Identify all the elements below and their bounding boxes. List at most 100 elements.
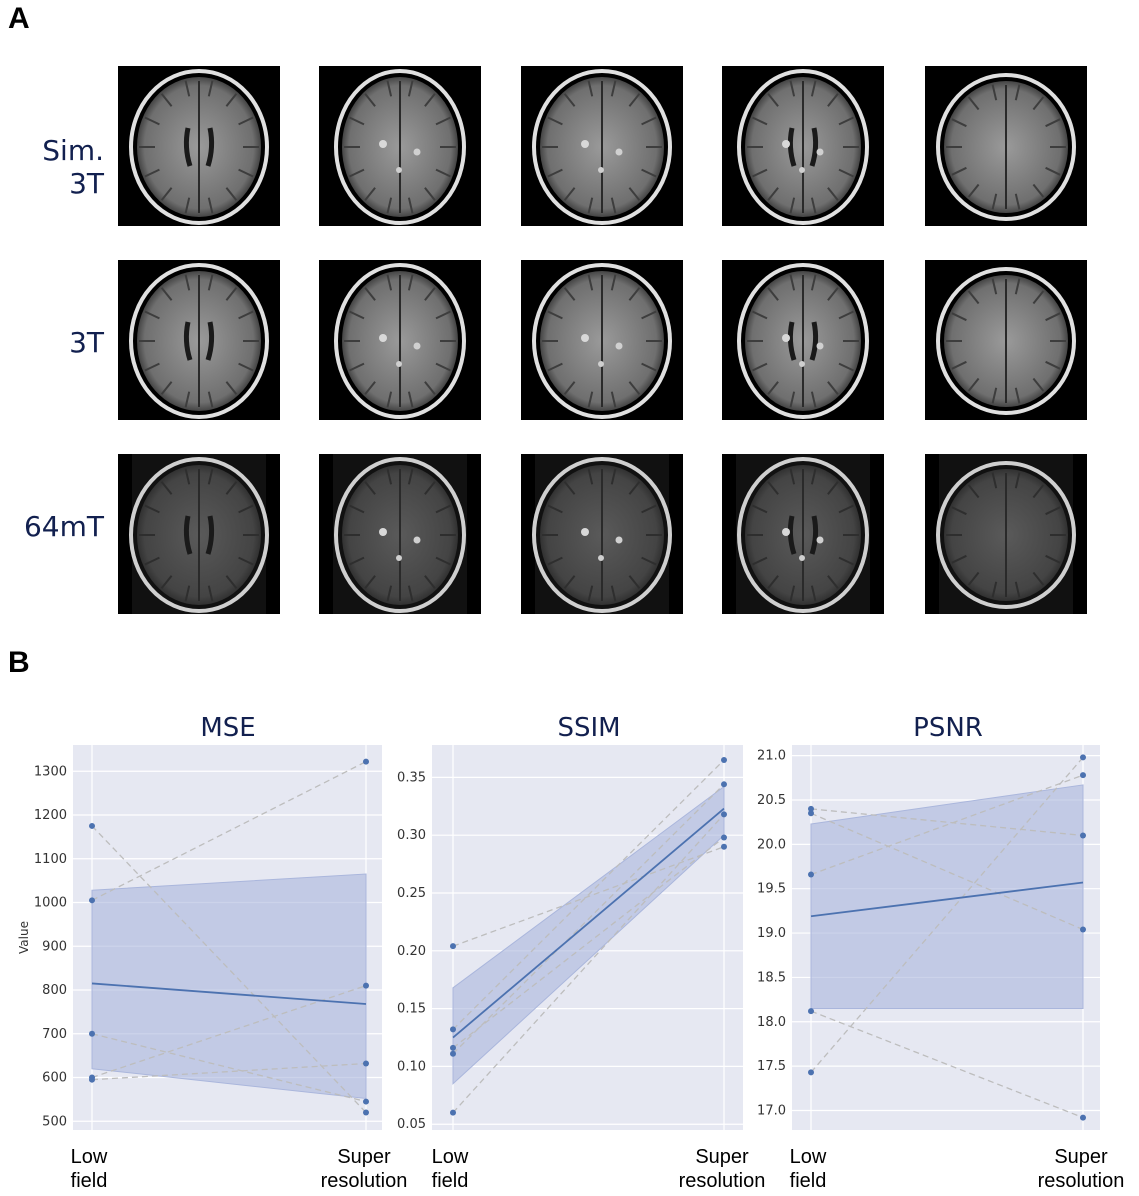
- subject-line-4: [452, 783, 725, 1055]
- point-low-field-5: [450, 1109, 456, 1116]
- panel-b-letter: B: [8, 646, 30, 679]
- y-tick-label: 700: [42, 1027, 67, 1042]
- chart-mse: 500 600 700 800 900 1000 1100 1200 1300 MSE Value L…: [0, 700, 407, 1196]
- x-category-label: Low: [790, 1146, 827, 1168]
- point-low-field-1: [450, 943, 456, 950]
- point-super-resolution-4: [363, 982, 369, 989]
- y-tick-label: 19.5: [757, 882, 786, 897]
- chart-ssim: 0.05 0.10 0.15 0.20 0.25 0.30 0.35 SSIM Low field…: [0, 700, 800, 1196]
- subject-line-3: [91, 1033, 367, 1103]
- mri-slice-64mt-2: [319, 454, 481, 614]
- y-tick-label: 18.5: [757, 970, 786, 985]
- subject-line-3: [810, 774, 1084, 876]
- subject-line-4: [810, 1010, 1084, 1119]
- point-low-field-5: [89, 1076, 95, 1083]
- point-low-field-4: [808, 1008, 814, 1015]
- x-category-label: Low: [432, 1146, 469, 1168]
- y-tick-label: 0.05: [397, 1117, 426, 1132]
- point-super-resolution-1: [1080, 832, 1086, 839]
- mean-line: [810, 881, 1084, 918]
- point-low-field-2: [450, 1026, 456, 1033]
- y-tick-label: 0.25: [397, 886, 426, 901]
- y-tick-label: 0.35: [397, 770, 426, 785]
- x-category-label: resolution: [321, 1170, 408, 1192]
- mri-slice-3t-2: [319, 260, 481, 420]
- subject-line-2: [91, 761, 367, 901]
- point-super-resolution-2: [1080, 926, 1086, 933]
- panel-a-letter: A: [8, 2, 30, 35]
- y-tick-label: 1000: [34, 896, 67, 911]
- y-tick-label: 0.30: [397, 828, 426, 843]
- subject-line-1: [810, 808, 1084, 837]
- point-super-resolution-1: [363, 1109, 369, 1116]
- point-low-field-3: [89, 1030, 95, 1037]
- chart-title: PSNR: [913, 713, 983, 743]
- point-super-resolution-3: [363, 1098, 369, 1105]
- subject-line-3: [452, 836, 725, 1049]
- subject-line-1: [91, 825, 367, 1113]
- mri-slice-64mt-5: [925, 454, 1087, 614]
- row-label-sim-3t: Sim. 3T: [42, 134, 104, 200]
- mri-slice-3t-1: [118, 260, 280, 420]
- point-super-resolution-3: [1080, 772, 1086, 779]
- point-low-field-1: [808, 805, 814, 812]
- mri-slice-sim-3t-3: [521, 66, 683, 226]
- y-tick-label: 900: [42, 939, 67, 954]
- subject-line-5: [452, 813, 725, 1114]
- x-category-label: resolution: [1038, 1170, 1125, 1192]
- y-tick-label: 800: [42, 983, 67, 998]
- y-tick-label: 21.0: [757, 749, 786, 764]
- point-super-resolution-4: [1080, 1114, 1086, 1121]
- point-low-field-2: [808, 810, 814, 817]
- point-low-field-3: [450, 1044, 456, 1051]
- point-super-resolution-3: [721, 834, 727, 841]
- row-label-3t: 3T: [69, 326, 104, 359]
- y-tick-label: 18.0: [757, 1015, 786, 1030]
- x-category-label: field: [71, 1170, 108, 1192]
- point-low-field-4: [450, 1050, 456, 1057]
- mri-slice-3t-4: [722, 260, 884, 420]
- subject-line-5: [91, 1062, 367, 1081]
- x-category-label: Super: [1054, 1146, 1108, 1168]
- mri-slice-3t-5: [925, 260, 1087, 420]
- point-low-field-3: [808, 871, 814, 878]
- confidence-band: [91, 873, 367, 1100]
- y-tick-label: 19.0: [757, 926, 786, 941]
- point-low-field-1: [89, 822, 95, 829]
- chart-title: MSE: [200, 713, 255, 743]
- point-low-field-5: [808, 1069, 814, 1076]
- mean-line: [452, 807, 725, 1039]
- subject-line-2: [452, 759, 725, 1030]
- mri-slice-sim-3t-4: [722, 66, 884, 226]
- x-category-label: Low: [71, 1146, 108, 1168]
- point-super-resolution-5: [721, 811, 727, 818]
- mri-slice-sim-3t-1: [118, 66, 280, 226]
- y-tick-label: 1300: [34, 764, 67, 779]
- y-axis-label: Value: [17, 921, 31, 954]
- row-label-64mt: 64mT: [23, 510, 104, 543]
- x-category-label: resolution: [679, 1170, 766, 1192]
- mean-line: [91, 982, 367, 1005]
- mri-slice-64mt-3: [521, 454, 683, 614]
- y-tick-label: 17.5: [757, 1059, 786, 1074]
- point-super-resolution-2: [363, 758, 369, 765]
- y-tick-label: 0.10: [397, 1059, 426, 1074]
- point-super-resolution-5: [1080, 754, 1086, 761]
- confidence-band: [810, 784, 1084, 1009]
- point-super-resolution-4: [721, 781, 727, 788]
- y-tick-label: 1100: [34, 852, 67, 867]
- mri-slice-64mt-1: [118, 454, 280, 614]
- x-category-label: Super: [337, 1146, 391, 1168]
- point-super-resolution-1: [721, 843, 727, 850]
- y-tick-label: 0.15: [397, 1002, 426, 1017]
- mri-slice-sim-3t-5: [925, 66, 1087, 226]
- subject-line-1: [452, 846, 725, 947]
- mri-slice-sim-3t-2: [319, 66, 481, 226]
- x-category-label: field: [790, 1170, 827, 1192]
- y-tick-label: 20.5: [757, 793, 786, 808]
- mri-slice-64mt-4: [722, 454, 884, 614]
- y-tick-label: 500: [42, 1114, 67, 1129]
- x-category-label: field: [432, 1170, 469, 1192]
- y-tick-label: 0.20: [397, 944, 426, 959]
- y-tick-label: 17.0: [757, 1103, 786, 1118]
